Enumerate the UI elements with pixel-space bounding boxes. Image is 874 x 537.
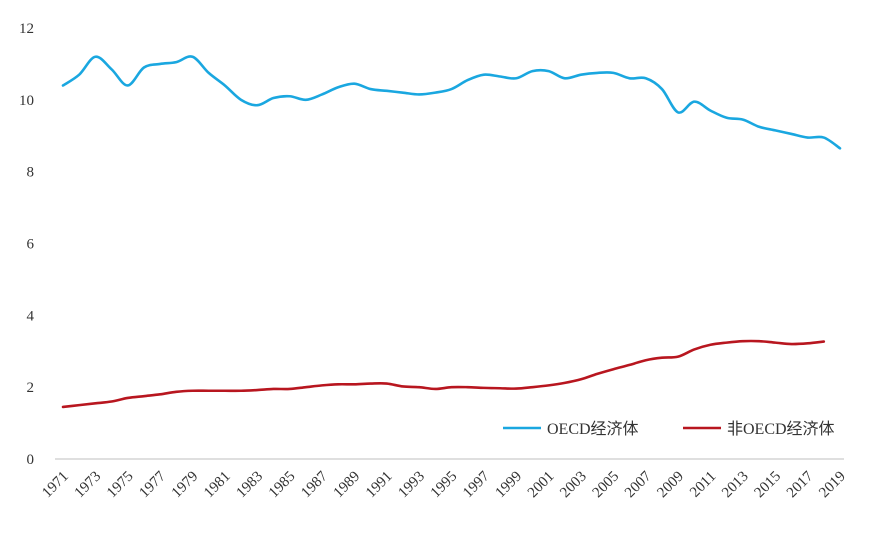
series-line-non-oecd: [61, 339, 826, 409]
x-tick-label: 1971: [39, 469, 72, 502]
x-tick-label: 1993: [395, 469, 428, 502]
y-tick-label: 2: [27, 380, 35, 396]
x-tick-label: 2011: [687, 469, 719, 501]
x-tick-label: 1983: [234, 469, 267, 502]
y-tick-label: 0: [27, 452, 35, 468]
x-tick-label: 2001: [525, 469, 558, 502]
x-tick-label: 1975: [104, 469, 137, 502]
x-tick-label: 1987: [298, 468, 331, 501]
x-tick-label: 1977: [136, 468, 169, 501]
x-tick-label: 1981: [201, 469, 234, 502]
x-tick-label: 2007: [622, 468, 655, 501]
x-tick-label: 2019: [816, 469, 849, 502]
x-tick-label: 2003: [557, 469, 590, 502]
x-tick-label: 1985: [266, 469, 299, 502]
y-tick-label: 6: [27, 237, 35, 253]
legend-item: OECD经济体: [503, 420, 639, 438]
x-tick-label: 1979: [169, 469, 202, 502]
y-tick-label: 8: [27, 165, 35, 181]
x-tick-label: 1999: [493, 469, 526, 502]
x-tick-label: 2017: [784, 468, 817, 501]
x-tick-label: 1997: [460, 468, 493, 501]
x-tick-label: 2015: [752, 469, 785, 502]
legend-label: 非OECD经济体: [727, 420, 835, 438]
legend: OECD经济体 非OECD经济体: [503, 420, 835, 438]
series-lines: [61, 55, 842, 409]
y-tick-label: 12: [19, 21, 34, 37]
legend-label: OECD经济体: [547, 420, 639, 438]
series-line-oecd: [61, 55, 842, 150]
y-axis-ticks: 0 2 4 6 8 10 12: [19, 21, 35, 468]
x-tick-label: 2005: [590, 469, 623, 502]
x-tick-label: 2013: [719, 469, 752, 502]
x-tick-label: 1989: [331, 469, 364, 502]
x-tick-label: 1991: [363, 469, 396, 502]
y-tick-label: 4: [27, 308, 35, 324]
x-tick-label: 2009: [654, 469, 687, 502]
x-tick-label: 1973: [72, 469, 105, 502]
x-axis-ticks: 1971 1973 1975 1977 1979 1981 1983 1985 1987 1989…: [39, 468, 849, 501]
x-tick-label: 1995: [428, 469, 461, 502]
y-tick-label: 10: [19, 93, 34, 109]
legend-item: 非OECD经济体: [683, 420, 835, 438]
